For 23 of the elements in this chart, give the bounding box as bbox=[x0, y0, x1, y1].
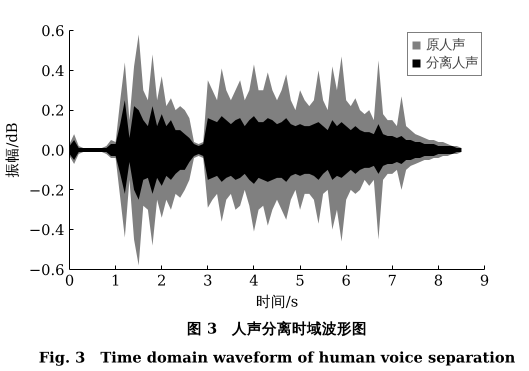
y-tick-label: 0.4 bbox=[41, 62, 65, 80]
y-tick-label: −0.4 bbox=[28, 222, 65, 240]
y-tick-label: −0.2 bbox=[28, 182, 65, 200]
y-axis-title: 振幅/dB bbox=[4, 122, 21, 178]
y-tick-label: 0.6 bbox=[41, 23, 65, 40]
x-tick-label: 3 bbox=[203, 272, 212, 290]
legend-label: 分离人声 bbox=[426, 54, 478, 72]
y-tick-label: 0.0 bbox=[41, 142, 65, 160]
x-tick-label: 9 bbox=[480, 272, 490, 290]
caption: 图 3 人声分离时域波形图 bbox=[186, 320, 368, 338]
x-tick-label: 6 bbox=[342, 272, 351, 290]
caption: Fig. 3 Time domain waveform of human voice separation bbox=[38, 350, 516, 366]
y-tick-label: 0.2 bbox=[41, 102, 65, 120]
x-tick-label: 4 bbox=[249, 272, 259, 290]
x-tick-label: 5 bbox=[295, 272, 305, 290]
y-tick-label: −0.6 bbox=[28, 262, 65, 279]
x-tick-label: 0 bbox=[64, 272, 74, 290]
x-tick-label: 1 bbox=[110, 272, 120, 290]
x-axis-title: 时间/s bbox=[256, 294, 298, 310]
legend-label: 原人声 bbox=[426, 37, 465, 54]
x-tick-label: 7 bbox=[388, 272, 397, 290]
x-tick-label: 2 bbox=[157, 272, 166, 290]
x-tick-label: 8 bbox=[434, 272, 444, 290]
